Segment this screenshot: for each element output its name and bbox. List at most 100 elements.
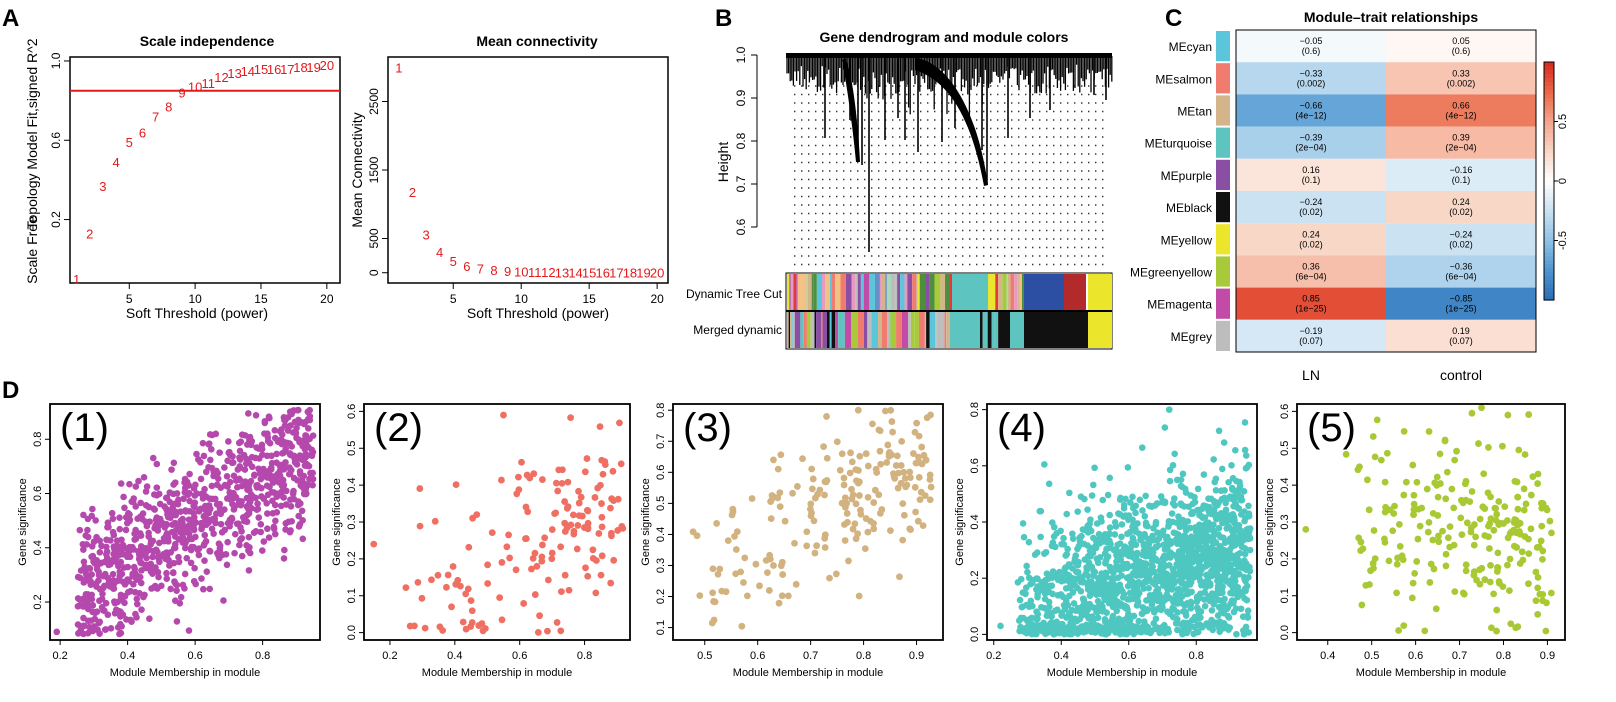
data-point: [1229, 474, 1237, 482]
data-point: [918, 443, 926, 451]
data-point: [1170, 569, 1177, 576]
color-segment: [897, 274, 901, 310]
data-point: [1493, 606, 1501, 614]
data-point: [896, 573, 903, 581]
y-tick-label: 1.0: [734, 46, 748, 63]
data-point: [895, 469, 902, 477]
data-point: [1513, 544, 1521, 551]
data-point: [1235, 505, 1243, 512]
data-point: [272, 475, 279, 483]
heatmap-cell: [1236, 126, 1386, 159]
data-point: [1163, 591, 1171, 598]
data-point: [1067, 584, 1074, 592]
data-point: [1176, 523, 1184, 531]
data-point: [1183, 542, 1190, 549]
data-point: [1078, 574, 1086, 581]
color-segment: [831, 312, 836, 348]
data-point: [1132, 525, 1139, 533]
data-point: [280, 461, 287, 468]
data-point: [77, 567, 85, 574]
data-point: [245, 533, 253, 541]
data-point: [479, 627, 487, 635]
data-point: [1543, 599, 1550, 607]
data-point: [1169, 604, 1176, 612]
x-tick-label: 0.2: [52, 650, 67, 662]
data-point: [1515, 446, 1523, 454]
data-point: [901, 475, 909, 482]
data-point: [207, 456, 214, 464]
data-point: [242, 460, 250, 468]
data-point: [1154, 529, 1161, 536]
color-segment: [793, 274, 797, 310]
data-point: [1118, 572, 1125, 579]
data-point: [906, 474, 914, 482]
heatmap-cell: [1236, 287, 1386, 320]
power-label: 16: [267, 62, 281, 77]
legend-band: [1544, 216, 1554, 222]
data-point: [1212, 487, 1220, 494]
data-point: [1181, 584, 1189, 591]
heatmap-cell: [1386, 287, 1536, 320]
data-point: [841, 537, 849, 544]
color-segment: [1007, 274, 1011, 310]
data-point: [1243, 596, 1251, 604]
power-label: 16: [596, 266, 610, 281]
data-point: [158, 582, 165, 590]
x-tick-label: 5: [126, 292, 133, 306]
data-point: [1134, 520, 1141, 527]
data-point: [1241, 446, 1249, 454]
y-tick-label: 0.4: [346, 477, 358, 492]
y-axis-label: Gene significance: [640, 478, 652, 565]
data-point: [1226, 538, 1233, 545]
data-point: [1518, 548, 1526, 556]
data-point: [862, 515, 870, 522]
data-point: [1129, 493, 1136, 501]
data-point: [520, 600, 528, 607]
data-point: [134, 600, 141, 608]
data-point: [915, 432, 923, 440]
y-axis-label: Mean Connectivity: [349, 112, 365, 227]
data-point: [278, 440, 286, 448]
data-point: [1130, 612, 1138, 620]
data-point: [141, 591, 148, 599]
x-tick-label: 0.4: [447, 650, 462, 662]
color-segment: [895, 274, 898, 310]
data-point: [418, 594, 426, 602]
y-tick-label: 0.0: [1279, 625, 1291, 640]
data-point: [143, 554, 150, 562]
data-point: [213, 481, 221, 489]
data-point: [1110, 575, 1118, 582]
data-point: [1053, 606, 1061, 614]
color-segment: [800, 312, 804, 348]
data-point: [1152, 543, 1160, 551]
color-segment: [814, 312, 817, 348]
heatmap-cell: [1386, 223, 1536, 256]
color-segment: [811, 274, 814, 310]
dendrogram-cluster: [915, 58, 988, 186]
data-point: [740, 579, 747, 586]
data-point: [473, 511, 481, 519]
data-point: [181, 544, 189, 552]
data-point: [870, 499, 878, 506]
data-point: [1506, 530, 1514, 537]
data-point: [1486, 545, 1493, 552]
data-point: [1179, 630, 1186, 638]
data-point: [1154, 597, 1162, 605]
data-point: [1414, 535, 1422, 543]
data-point: [84, 526, 91, 534]
data-point: [1232, 582, 1239, 590]
data-point: [1112, 585, 1120, 592]
data-point: [1058, 627, 1065, 635]
data-point: [1410, 500, 1418, 508]
data-point: [184, 525, 192, 532]
data-point: [1120, 591, 1128, 598]
color-segment: [986, 312, 988, 348]
data-point: [1025, 621, 1032, 628]
y-tick-label: 0.8: [32, 432, 44, 447]
correlation-value: 0.24: [1452, 197, 1470, 207]
data-point: [1045, 627, 1052, 634]
data-point: [1390, 510, 1398, 517]
data-point: [1084, 506, 1091, 513]
data-point: [1182, 527, 1190, 534]
